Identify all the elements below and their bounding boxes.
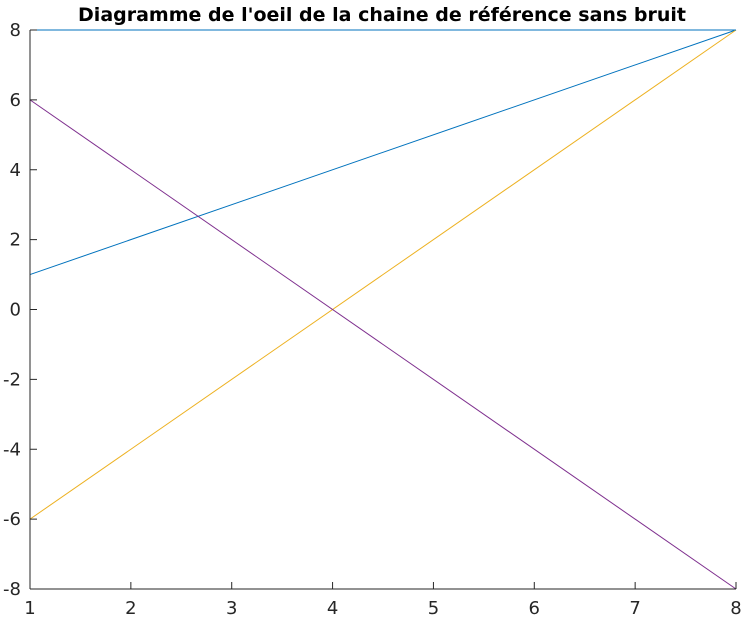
- series-line-1: [29, 29, 737, 276]
- chart-title: Diagramme de l'oeil de la chaine de réfé…: [78, 4, 686, 26]
- y-tick-label: 0: [10, 300, 21, 321]
- x-tick-label: 8: [730, 598, 741, 619]
- x-tick-label: 6: [529, 598, 540, 619]
- y-tick-label: 8: [10, 20, 21, 41]
- series-line-3: [29, 99, 737, 590]
- x-tick-label: 7: [629, 598, 640, 619]
- x-tick-label: 5: [428, 598, 439, 619]
- axes-layer: 1 2 3 4 5 6 7 8 -8 -6 -4 -2 0 2 4 6 8: [3, 20, 742, 619]
- y-tick-label: -4: [3, 439, 21, 460]
- x-tick-label: 3: [226, 598, 237, 619]
- x-tick-label: 2: [125, 598, 136, 619]
- y-tick-label: -8: [3, 579, 21, 600]
- y-tick-label: 6: [10, 90, 21, 111]
- x-tick-label: 1: [24, 598, 35, 619]
- plot-area: [30, 30, 736, 589]
- y-tick-label: 2: [10, 230, 21, 251]
- y-tick-label: -2: [3, 369, 21, 390]
- y-tick-label: 4: [10, 160, 21, 181]
- x-tick-label: 4: [327, 598, 338, 619]
- series-line-2: [29, 29, 737, 520]
- y-tick-label: -6: [3, 509, 21, 530]
